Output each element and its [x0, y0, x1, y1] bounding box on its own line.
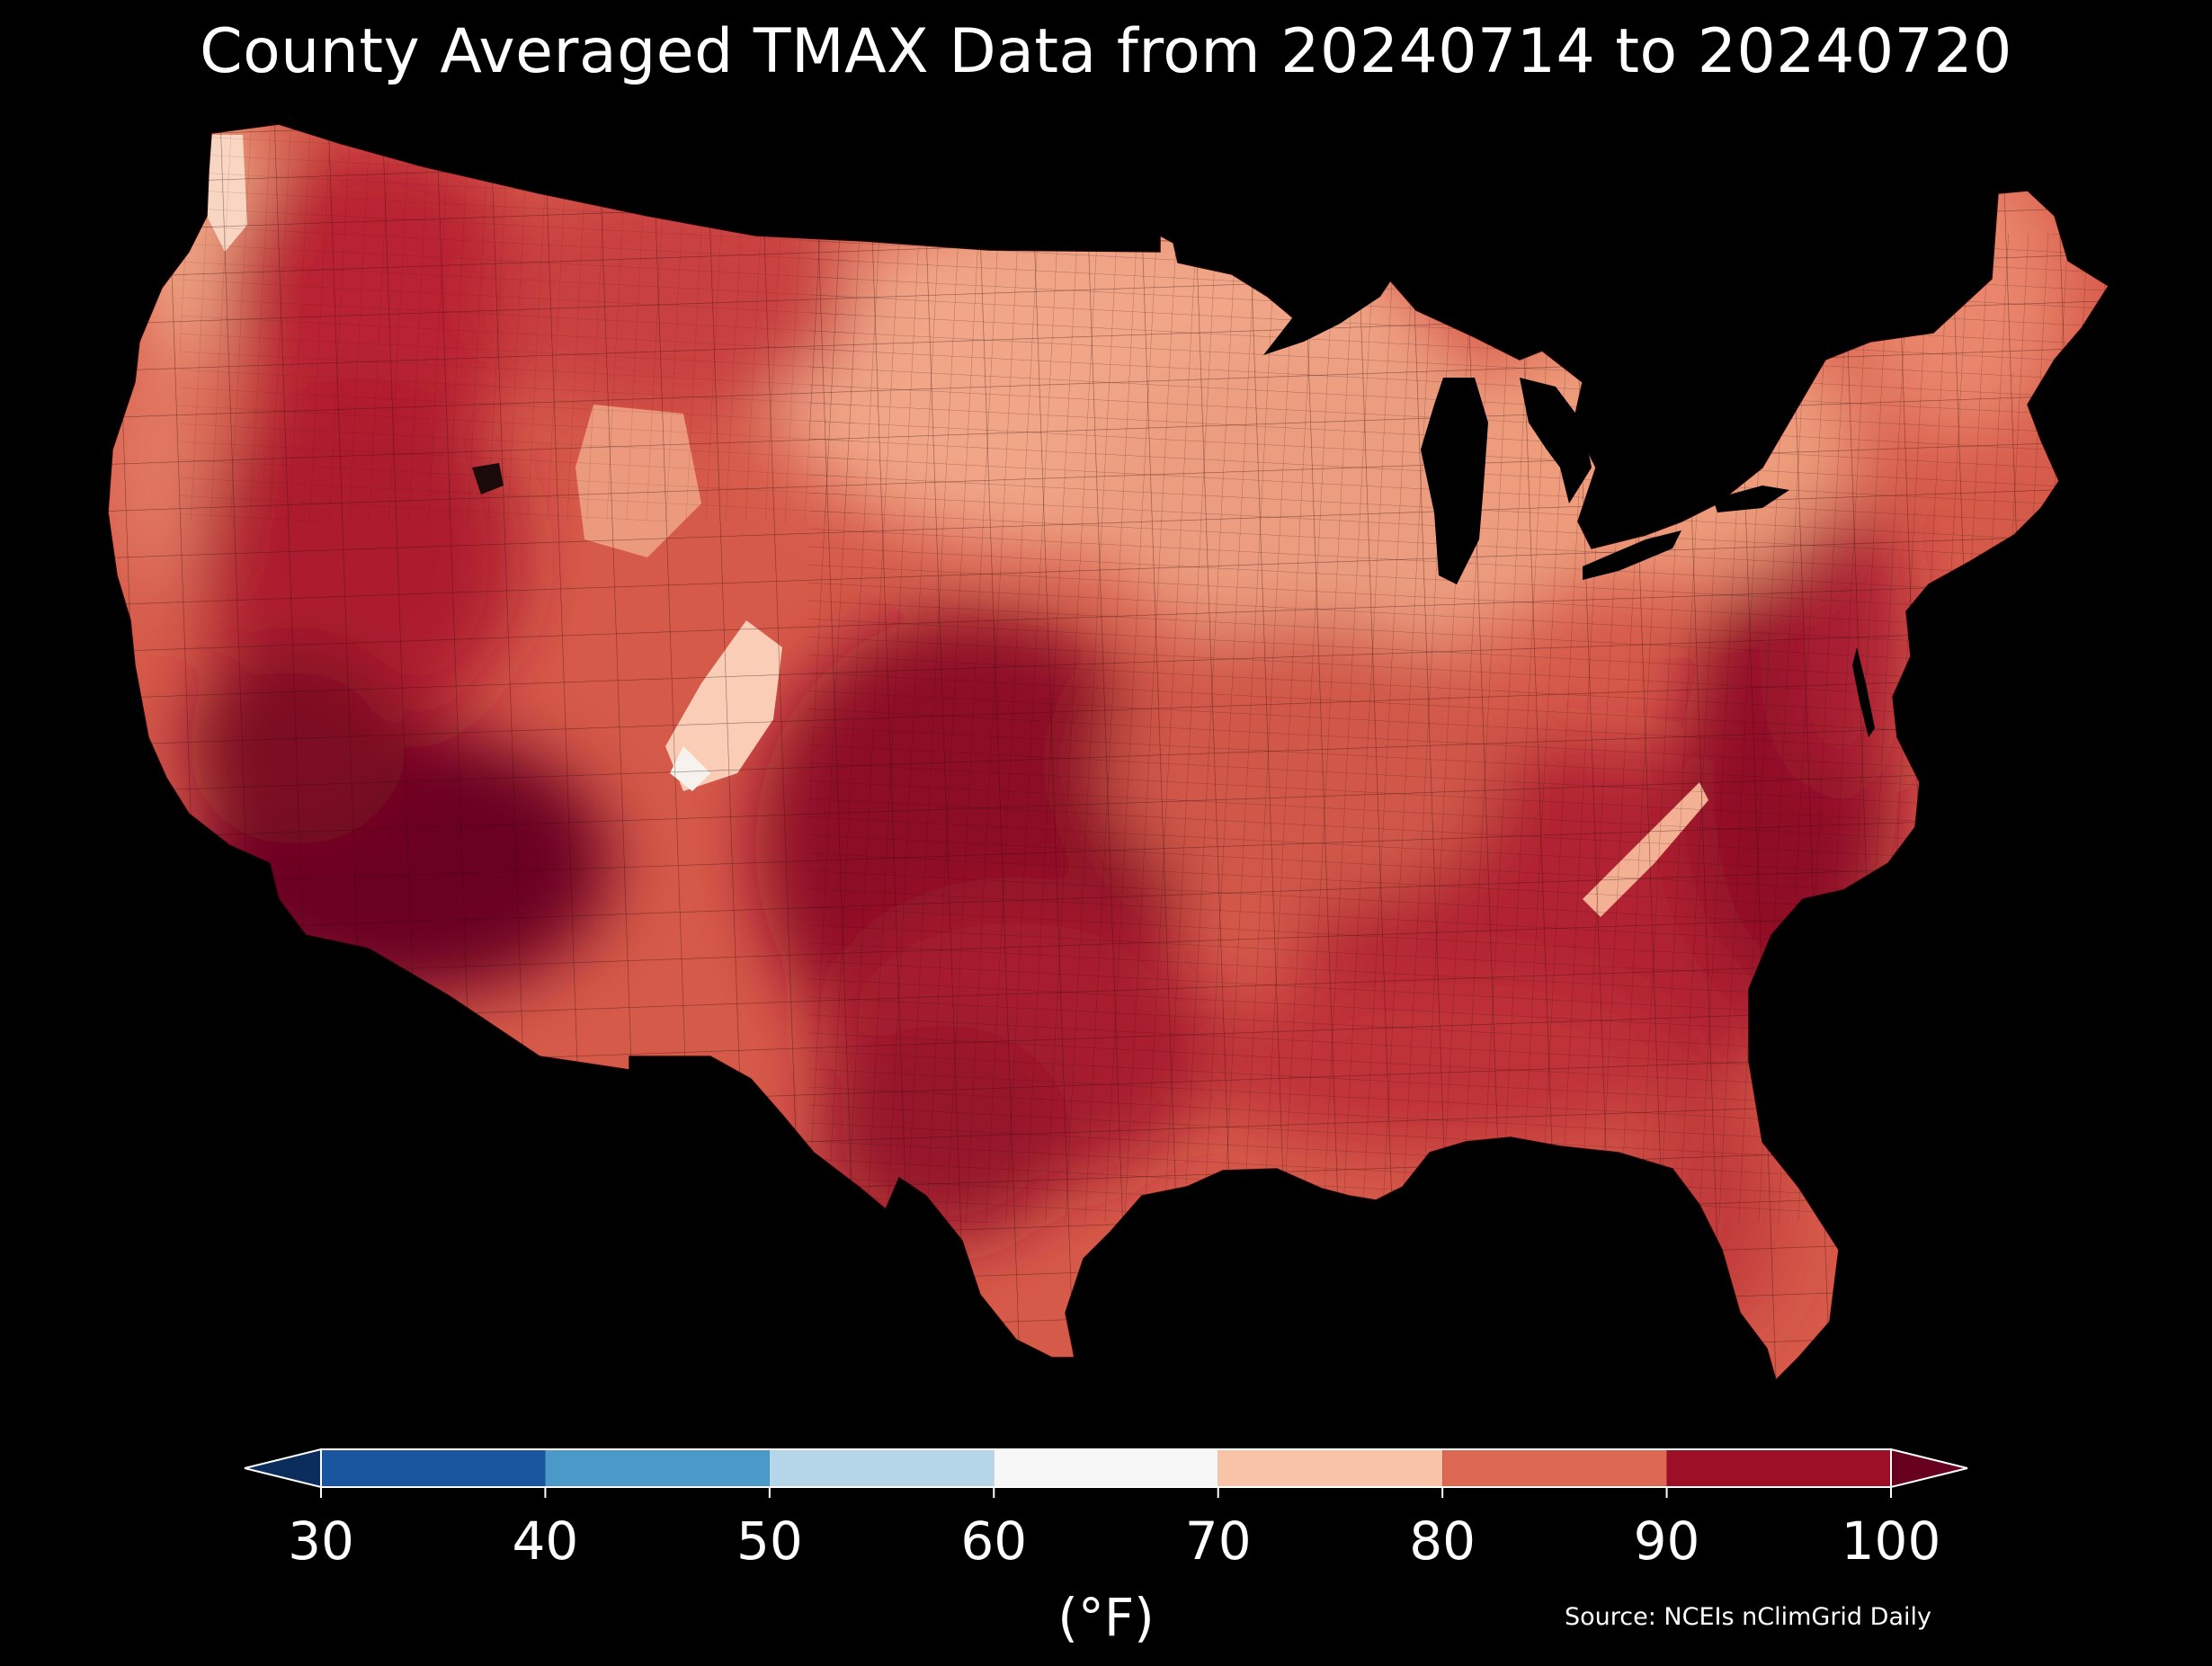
colorbar-bin-50-60	[769, 1449, 995, 1487]
colorbar-tick-label: 60	[960, 1510, 1028, 1572]
colorbar-bin-80-90	[1442, 1449, 1667, 1487]
colorbar-tick-label: 100	[1841, 1510, 1941, 1572]
lake-huron	[1520, 378, 1592, 503]
great-salt-lake	[472, 463, 504, 494]
colorbar-tick-label: 80	[1409, 1510, 1476, 1572]
colorbar-tick-label: 70	[1184, 1510, 1252, 1572]
colorbar-over-arrow	[1890, 1448, 1968, 1489]
colorbar-unit-label: (°F)	[1057, 1587, 1155, 1648]
page-title: County Averaged TMAX Data from 20240714 …	[200, 16, 2012, 87]
colorbar-frame	[320, 1448, 1892, 1488]
lake-michigan	[1421, 378, 1488, 584]
colorbar-tick-label: 90	[1633, 1510, 1700, 1572]
colorbar-under-arrow	[244, 1448, 322, 1489]
colorbar-bin-40-50	[545, 1449, 770, 1487]
colorbar-bin-60-70	[994, 1449, 1218, 1487]
lake-ontario	[1713, 486, 1789, 512]
colorbar-tick-label: 40	[512, 1510, 579, 1572]
lake-erie	[1583, 530, 1681, 580]
colorbar-tick-label: 30	[288, 1510, 354, 1572]
colorbar-bin-30-40	[321, 1449, 546, 1487]
colorbar-tick-label: 50	[736, 1510, 803, 1572]
colorbar-bin-70-80	[1217, 1449, 1443, 1487]
source-note: Source: NCEIs nClimGrid Daily	[1565, 1603, 1931, 1631]
colorbar-bin-90-100	[1666, 1449, 1891, 1487]
lake-superior	[1263, 270, 1398, 355]
chesapeake-bay	[1852, 647, 1875, 737]
